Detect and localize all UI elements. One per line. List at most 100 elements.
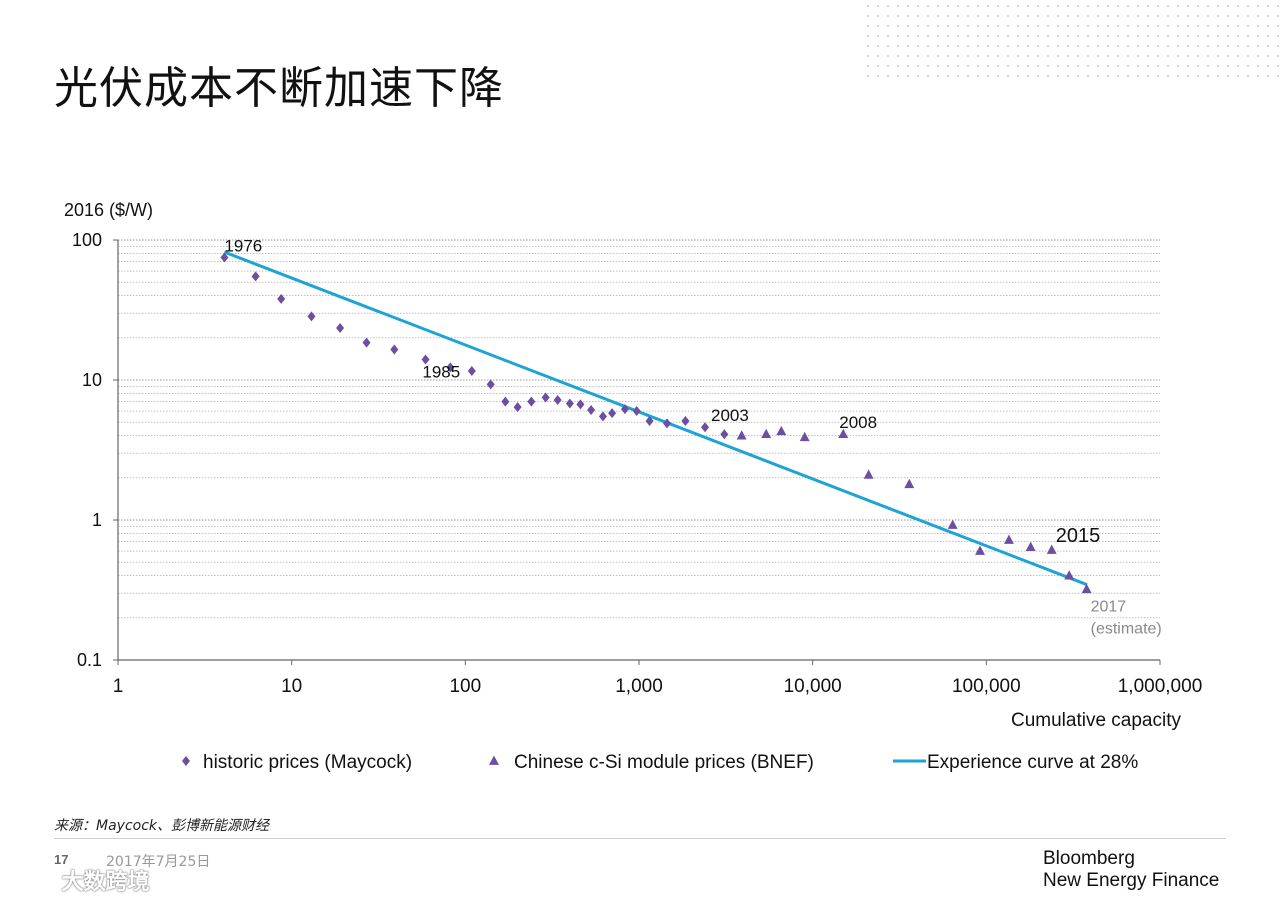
grid-lines	[118, 239, 1160, 619]
decor-dot	[1117, 65, 1119, 67]
decor-dot	[1087, 35, 1089, 37]
y-tick-label: 10	[82, 370, 102, 390]
decor-dot	[897, 25, 899, 27]
decor-dot	[867, 35, 869, 37]
decor-dot	[1137, 25, 1139, 27]
decor-dot	[887, 55, 889, 57]
decor-dot	[1237, 15, 1239, 17]
decor-dot	[1207, 35, 1209, 37]
decor-dot	[1007, 25, 1009, 27]
bnef-price-point	[799, 431, 810, 442]
decor-dot	[1157, 65, 1159, 67]
decor-dot	[1047, 65, 1049, 67]
historic-price-point	[251, 271, 260, 282]
decor-dot	[927, 35, 929, 37]
decor-dot	[1227, 25, 1229, 27]
decor-dot	[1157, 15, 1159, 17]
decor-dot	[1137, 5, 1139, 7]
legend-diamond-marker	[182, 756, 190, 766]
legend-label-historic: historic prices (Maycock)	[203, 752, 412, 773]
decor-dot	[1147, 15, 1149, 17]
decor-dot	[887, 25, 889, 27]
decor-dot	[907, 5, 909, 7]
brand-line-2: New Energy Finance	[1043, 870, 1220, 891]
decor-dot	[1217, 25, 1219, 27]
historic-price-point	[336, 323, 345, 334]
annotation-label: 2015	[1056, 525, 1101, 547]
decor-dot	[1197, 35, 1199, 37]
decor-dot	[897, 15, 899, 17]
decor-dot	[967, 35, 969, 37]
annotation-label: (estimate)	[1091, 620, 1162, 637]
decor-dot	[927, 55, 929, 57]
decor-dot	[1017, 5, 1019, 7]
legend-label-curve: Experience curve at 28%	[927, 752, 1138, 773]
decor-dot	[1157, 5, 1159, 7]
decor-dot	[1257, 35, 1259, 37]
decor-dot	[927, 65, 929, 67]
decor-dot	[1237, 5, 1239, 7]
decor-dot	[917, 25, 919, 27]
decor-dot	[1117, 5, 1119, 7]
annotation-label: 1985	[422, 362, 460, 381]
decor-dot	[1107, 5, 1109, 7]
decor-dot	[1257, 25, 1259, 27]
decor-dot	[867, 45, 869, 47]
decorative-dot-pattern	[867, 5, 1279, 77]
decor-dot	[1237, 35, 1239, 37]
decor-dot	[1227, 45, 1229, 47]
decor-dot	[1137, 75, 1139, 77]
decor-dot	[1127, 75, 1129, 77]
bnef-price-point	[975, 545, 985, 555]
historic-price-point	[645, 415, 654, 426]
decor-dot	[1187, 5, 1189, 7]
decor-dot	[957, 5, 959, 7]
decor-dot	[1147, 65, 1149, 67]
decor-dot	[1127, 45, 1129, 47]
footer-divider	[54, 838, 1226, 839]
decor-dot	[1277, 55, 1279, 57]
decor-dot	[947, 35, 949, 37]
decor-dot	[1047, 45, 1049, 47]
decor-dot	[1067, 75, 1069, 77]
decor-dot	[1007, 5, 1009, 7]
historic-price-point	[501, 396, 510, 407]
bnef-price-point	[863, 469, 874, 479]
decor-dot	[947, 5, 949, 7]
decor-dot	[1277, 65, 1279, 67]
decor-dot	[1097, 65, 1099, 67]
decor-dot	[1027, 25, 1029, 27]
historic-price-point	[608, 408, 617, 419]
historic-price-point	[720, 429, 729, 440]
annotation-label: 2017	[1091, 598, 1127, 615]
decor-dot	[907, 45, 909, 47]
decor-dot	[1117, 15, 1119, 17]
decor-dot	[957, 25, 959, 27]
decor-dot	[1207, 15, 1209, 17]
decor-dot	[1087, 65, 1089, 67]
decor-dot	[917, 5, 919, 7]
decor-dot	[887, 45, 889, 47]
decor-dot	[997, 25, 999, 27]
decor-dot	[987, 35, 989, 37]
decor-dot	[877, 5, 879, 7]
decor-dot	[1047, 75, 1049, 77]
decor-dot	[1117, 35, 1119, 37]
x-axis-label: Cumulative capacity	[1011, 710, 1182, 731]
decor-dot	[1007, 55, 1009, 57]
decor-dot	[927, 25, 929, 27]
decor-dot	[1047, 25, 1049, 27]
decor-dot	[997, 35, 999, 37]
decor-dot	[1037, 5, 1039, 7]
decor-dot	[1107, 35, 1109, 37]
decor-dot	[997, 5, 999, 7]
decor-dot	[1037, 25, 1039, 27]
decor-dot	[1067, 65, 1069, 67]
decor-dot	[1207, 55, 1209, 57]
decor-dot	[977, 25, 979, 27]
decor-dot	[1257, 45, 1259, 47]
decor-dot	[907, 65, 909, 67]
decor-dot	[1117, 25, 1119, 27]
historic-price-point	[421, 354, 430, 365]
decor-dot	[1047, 55, 1049, 57]
